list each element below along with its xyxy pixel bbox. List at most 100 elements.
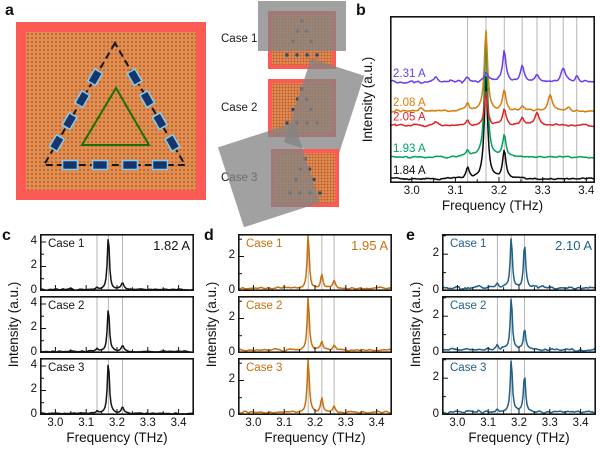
y-tick-label: 2 xyxy=(432,371,439,384)
y-tick-label: 2 xyxy=(30,383,37,396)
series-current-label: 2.08 A xyxy=(393,97,426,109)
x-tick-label: 3.2 xyxy=(307,416,323,429)
x-tick-label: 3.3 xyxy=(139,416,156,429)
spectrum-trace xyxy=(390,39,595,159)
lattice-defect-dot xyxy=(285,53,289,57)
absorber-markers xyxy=(48,67,181,171)
series-current-label: 2.05 A xyxy=(393,111,426,123)
lattice-defect-dot xyxy=(315,53,319,57)
plot-frame xyxy=(40,358,194,415)
y-tick-label: 4 xyxy=(30,234,37,247)
panel-c-spectrum-svg-2 xyxy=(40,296,194,353)
spectrum-trace xyxy=(442,360,596,415)
panel-e-spectrum-svg-3 xyxy=(442,358,596,415)
plot-frame xyxy=(238,358,392,415)
case-2-label: Case 2 xyxy=(221,102,258,114)
y-tick-label: 2 xyxy=(30,321,37,334)
photonic-lattice-region xyxy=(26,32,196,190)
panel-c-current-label: 1.82 A xyxy=(153,238,190,253)
x-tick-label: 3.4 xyxy=(572,416,589,429)
y-tick-label: 4 xyxy=(30,358,37,371)
panel-c-subplot-2 xyxy=(40,296,194,353)
panel-b-xlabel: Frequency (THz) xyxy=(441,198,544,213)
panel-d-xlabel: Frequency (THz) xyxy=(264,430,366,445)
x-tick-label: 3.2 xyxy=(491,184,508,197)
x-tick-label: 3.3 xyxy=(534,184,551,197)
case-1-metal-overlay xyxy=(258,1,346,51)
case-label: Case 2 xyxy=(246,300,283,312)
panel-b-plot: 1.84 A 1.93 A 2.05 A 2.08 A 2.31 A xyxy=(390,16,595,183)
panel-e-label: e xyxy=(406,227,415,244)
panel-e-subplot-1 xyxy=(442,234,596,291)
dashed-triangle-cavity xyxy=(42,41,187,166)
spectrum-trace xyxy=(390,50,595,84)
y-tick-label: 2 xyxy=(228,373,235,386)
series-current-label: 1.84 A xyxy=(393,165,426,177)
lattice-defect-dot xyxy=(305,53,309,57)
x-tick-label: 3.2 xyxy=(109,416,125,429)
y-tick-label: 0 xyxy=(30,284,37,296)
y-tick-label: 0 xyxy=(228,346,235,358)
x-tick-label: 3.1 xyxy=(78,416,95,429)
schematic-shapes xyxy=(42,41,187,171)
spectrum-trace xyxy=(390,90,595,128)
panel-d-subplot-1 xyxy=(238,234,392,291)
spectrum-trace xyxy=(442,238,596,290)
plot-frame xyxy=(238,234,392,291)
y-tick-label: 2 xyxy=(228,311,235,324)
panel-b-spectra-svg: 1.84 A 1.93 A 2.05 A 2.08 A 2.31 A xyxy=(390,16,595,183)
plot-frame xyxy=(238,296,392,353)
y-tick-label: 2 xyxy=(432,309,439,322)
x-tick-label: 3.2 xyxy=(511,416,527,429)
x-tick-label: 3.3 xyxy=(337,416,354,429)
x-tick-label: 3.0 xyxy=(47,416,64,429)
case-2-schematic xyxy=(268,58,365,160)
case-3-schematic xyxy=(217,122,339,228)
panel-c-subplot-1 xyxy=(40,234,194,291)
panel-c-spectrum-svg-3 xyxy=(40,358,194,415)
panel-c-ylabel: Intensity (a.u.) xyxy=(6,281,21,368)
case-1-schematic xyxy=(258,1,346,69)
y-tick-label: 0 xyxy=(228,284,235,296)
case-1-label: Case 1 xyxy=(221,33,258,45)
y-tick-label: 2 xyxy=(432,247,439,260)
x-tick-label: 3.4 xyxy=(170,416,187,429)
panel-e-subplot-3 xyxy=(442,358,596,415)
y-tick-label: 0 xyxy=(228,408,235,420)
plot-frame xyxy=(40,234,194,291)
x-tick-label: 3.3 xyxy=(541,416,558,429)
spectrum-trace xyxy=(390,76,595,181)
case-label: Case 3 xyxy=(48,362,85,374)
series-current-label: 2.31 A xyxy=(393,68,426,80)
panel-e-current-label: 2.10 A xyxy=(555,238,592,253)
y-tick-label: 0 xyxy=(30,346,37,358)
panel-e-ylabel: Intensity (a.u.) xyxy=(408,281,423,368)
case-label: Case 1 xyxy=(450,238,487,250)
x-tick-label: 3.1 xyxy=(480,416,497,429)
lattice-defect-dot xyxy=(318,191,322,195)
panel-c-spectrum-svg-1 xyxy=(40,234,194,291)
lattice-defect-dot xyxy=(295,53,299,57)
panel-d-current-label: 1.95 A xyxy=(351,238,388,253)
plot-frame xyxy=(40,296,194,353)
y-tick-label: 2 xyxy=(228,249,235,262)
y-tick-label: 0 xyxy=(432,346,439,358)
lattice-defect-dot xyxy=(312,177,316,182)
x-tick-label: 3.0 xyxy=(449,416,466,429)
panel-e-spectrum-svg-1 xyxy=(442,234,596,291)
y-tick-label: 0 xyxy=(432,408,439,420)
panel-d-ylabel: Intensity (a.u.) xyxy=(204,281,219,368)
case-label: Case 1 xyxy=(48,238,85,250)
panel-d-subplot-2 xyxy=(238,296,392,353)
case-label: Case 3 xyxy=(450,362,487,374)
x-tick-label: 3.0 xyxy=(245,416,262,429)
spectrum-trace xyxy=(390,29,595,113)
spectrum-trace xyxy=(40,310,194,353)
plot-frame xyxy=(390,16,595,183)
panel-c-subplot-3 xyxy=(40,358,194,415)
panel-e-xlabel: Frequency (THz) xyxy=(468,430,570,445)
case-label: Case 2 xyxy=(48,300,85,312)
y-tick-label: 4 xyxy=(30,296,37,309)
x-tick-label: 3.4 xyxy=(368,416,385,429)
